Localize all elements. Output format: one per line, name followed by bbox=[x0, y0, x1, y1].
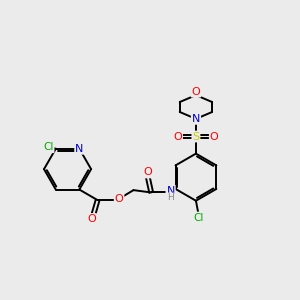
Text: O: O bbox=[143, 167, 152, 178]
Text: H: H bbox=[167, 193, 174, 202]
Text: Cl: Cl bbox=[43, 142, 54, 152]
Text: N: N bbox=[75, 144, 83, 154]
Text: N: N bbox=[167, 186, 175, 196]
Text: O: O bbox=[173, 131, 182, 142]
Text: O: O bbox=[192, 87, 200, 97]
Text: O: O bbox=[87, 214, 96, 224]
Text: Cl: Cl bbox=[193, 212, 203, 223]
Text: O: O bbox=[115, 194, 124, 204]
Text: N: N bbox=[192, 114, 200, 124]
Text: S: S bbox=[192, 131, 200, 142]
Text: O: O bbox=[210, 131, 219, 142]
